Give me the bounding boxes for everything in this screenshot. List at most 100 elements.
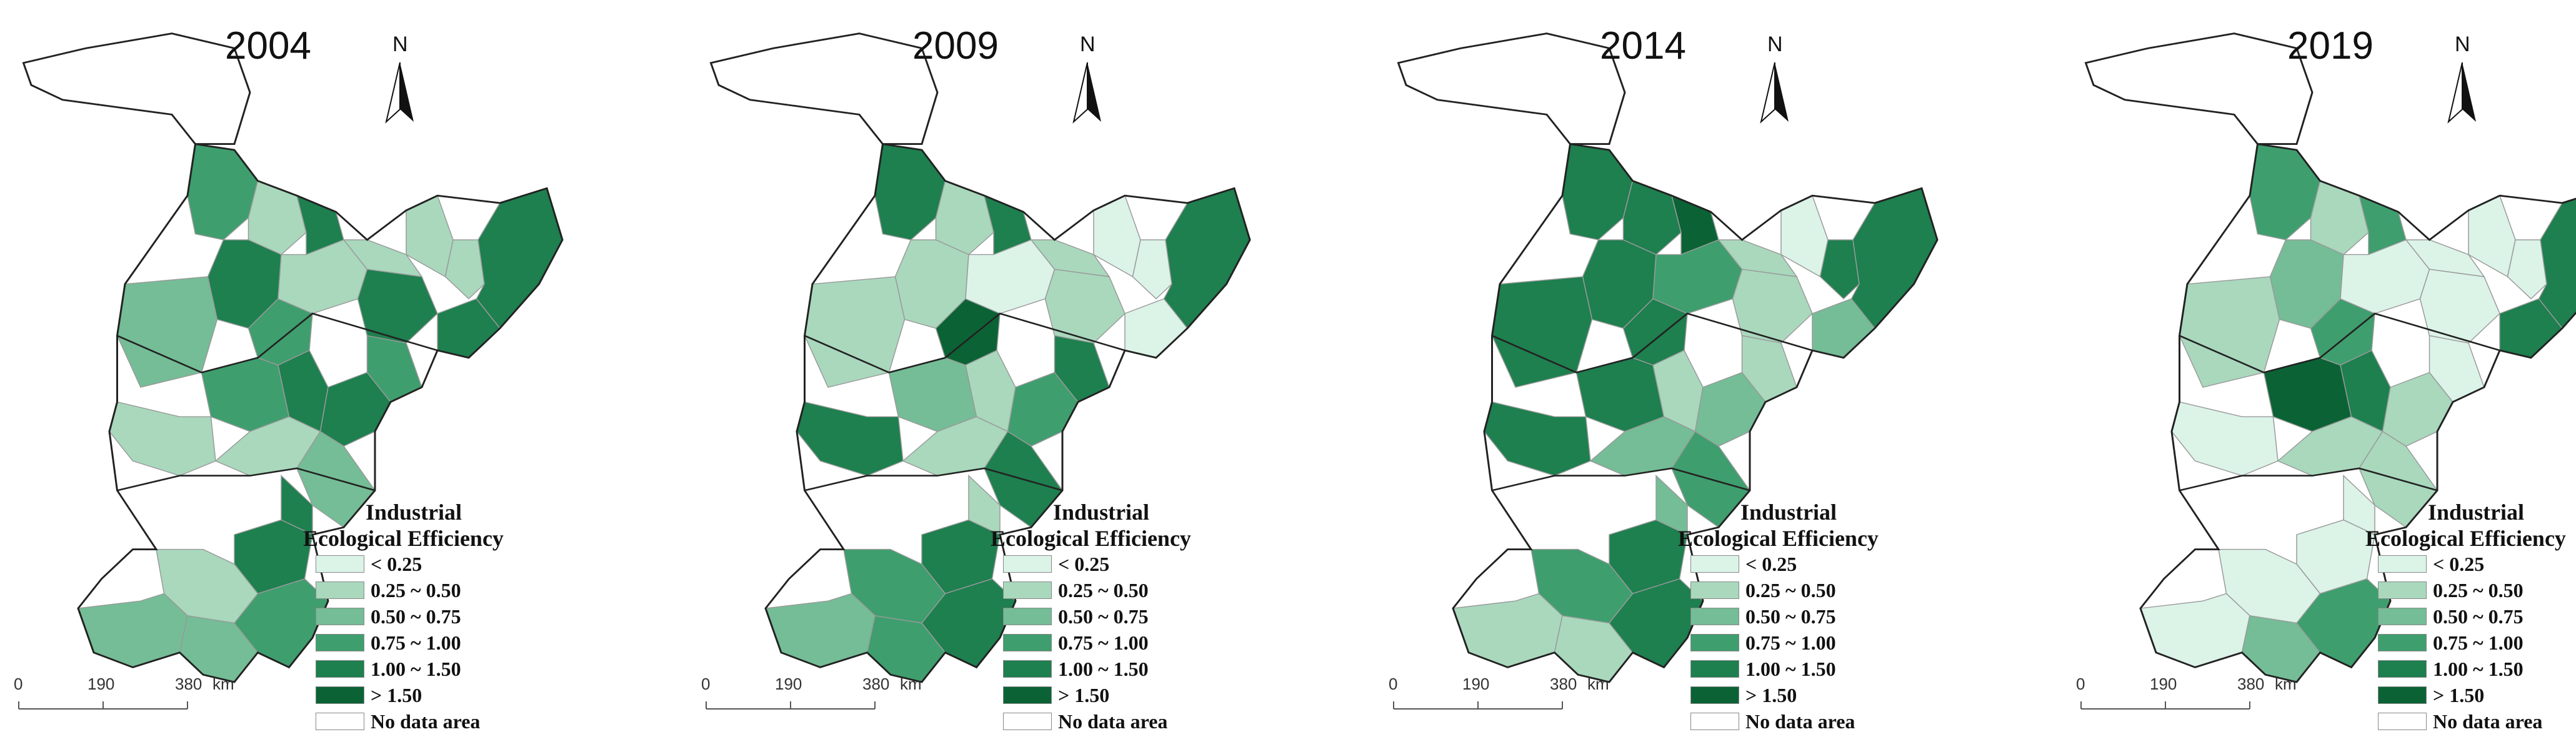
legend-label: 0.25 ~ 0.50 [1745,578,1836,601]
region-12 [444,239,485,300]
scale-bar [2080,701,2250,710]
legend-item: > 1.50 [316,683,422,706]
region-18 [1484,401,1591,477]
legend-label: < 0.25 [2433,552,2485,575]
legend-swatch [1690,608,1739,625]
no-data-region [1397,32,1626,146]
legend-swatch [2378,581,2427,599]
legend-swatch [1690,581,1739,599]
north-arrow-icon [385,62,401,124]
legend-item: 0.25 ~ 0.50 [316,578,461,601]
legend-item: 0.75 ~ 1.00 [316,631,461,654]
map-year-label: 2004 [225,24,311,67]
north-label: N [1080,32,1096,56]
map-svg [1393,32,1939,710]
legend-swatch [1003,713,1052,730]
legend-label: < 0.25 [371,552,422,575]
study-area-border [2139,142,2576,683]
legend-title: Ecological Efficiency [2365,526,2566,551]
province-boundary [117,467,376,492]
scale-unit-label: km [2275,675,2297,693]
study-area-border [764,142,1251,683]
legend-swatch [316,660,364,678]
legend-label: > 1.50 [2433,683,2485,706]
legend-title: Ecological Efficiency [991,526,1191,551]
scale-tick-label: 190 [2150,675,2177,693]
legend-label: 0.75 ~ 1.00 [371,631,461,654]
legend-swatch [316,608,364,625]
legend-swatch [316,634,364,651]
scale-tick-label: 190 [775,675,802,693]
legend-swatch [316,713,364,730]
scale-tick-label: 0 [14,675,23,693]
legend-swatch [1690,713,1739,730]
region-18 [796,401,904,477]
legend-item: 1.00 ~ 1.50 [1003,658,1149,680]
scale-tick-label: 0 [1389,675,1398,693]
legend-label: 0.25 ~ 0.50 [1058,578,1149,601]
legend-item: No data area [2378,710,2543,733]
legend-label: 0.50 ~ 0.75 [1058,605,1149,628]
legend-swatch [2378,555,2427,573]
region-18 [109,401,216,477]
region-12 [1819,239,1860,300]
scale-tick-label: 190 [87,675,115,693]
legend-item: > 1.50 [1003,683,1110,706]
legend-item: 0.75 ~ 1.00 [1690,631,1836,654]
legend-swatch [1003,686,1052,704]
legend-swatch [1003,581,1052,599]
legend-item: < 0.25 [1003,552,1110,575]
north-label: N [2455,32,2470,56]
legend-label: 0.50 ~ 0.75 [1745,605,1836,628]
legend-swatch [316,555,364,573]
map-year-label: 2019 [2287,24,2374,67]
legend-label: 0.75 ~ 1.00 [1058,631,1149,654]
legend-label: > 1.50 [1058,683,1110,706]
legend-swatch [1690,555,1739,573]
legend-label: 0.25 ~ 0.50 [2433,578,2524,601]
province-boundary [804,467,1063,492]
province-boundary [804,312,1126,374]
legend-item: 1.00 ~ 1.50 [2378,657,2524,680]
province-boundary [2179,312,2500,374]
north-arrow-icon [1775,62,1789,122]
north-arrow-icon [400,62,414,122]
region-8 [1030,239,1111,277]
legend-title: Industrial [366,500,462,525]
map-panel-2014: 2014 N 0 190 380 km Industrial Ecological Effic… [1375,0,2019,747]
legend-swatch [2378,608,2427,625]
legend-label: 1.00 ~ 1.50 [2433,657,2524,680]
legend-swatch [316,581,364,599]
legend-item: No data area [1690,710,1855,733]
north-arrow-icon [2447,62,2463,124]
study-area-border [77,142,564,683]
legend-item: 1.00 ~ 1.50 [1690,658,1836,680]
province-boundary [116,312,438,374]
province-boundary [1491,312,1813,374]
legend-label: < 0.25 [1058,552,1110,575]
legend-item: 0.75 ~ 1.00 [1003,631,1149,654]
legend-swatch [1003,634,1052,651]
no-data-region [709,32,939,146]
legend-item: 1.00 ~ 1.50 [316,658,461,680]
legend-item: No data area [1003,710,1167,733]
legend-item: < 0.25 [1690,553,1797,575]
legend-swatch [2378,634,2427,651]
map-svg [2080,32,2576,710]
scale-tick-label: 380 [862,675,890,693]
region-12 [1132,239,1172,300]
legend-item: 0.50 ~ 0.75 [2378,605,2524,628]
legend-label: 0.75 ~ 1.00 [2433,631,2524,654]
legend-swatch [316,686,364,704]
legend-item: No data area [316,710,480,733]
legend-label: No data area [2433,710,2543,733]
legend-label: > 1.50 [371,683,422,706]
scale-tick-label: 380 [1550,675,1577,693]
scale-tick-label: 0 [701,675,711,693]
north-label: N [392,32,408,56]
legend-swatch [2378,686,2427,704]
scale-tick-label: 0 [2076,675,2085,693]
region-18 [2171,401,2279,477]
legend-item: < 0.25 [2378,552,2485,575]
legend-label: 0.25 ~ 0.50 [371,578,461,601]
